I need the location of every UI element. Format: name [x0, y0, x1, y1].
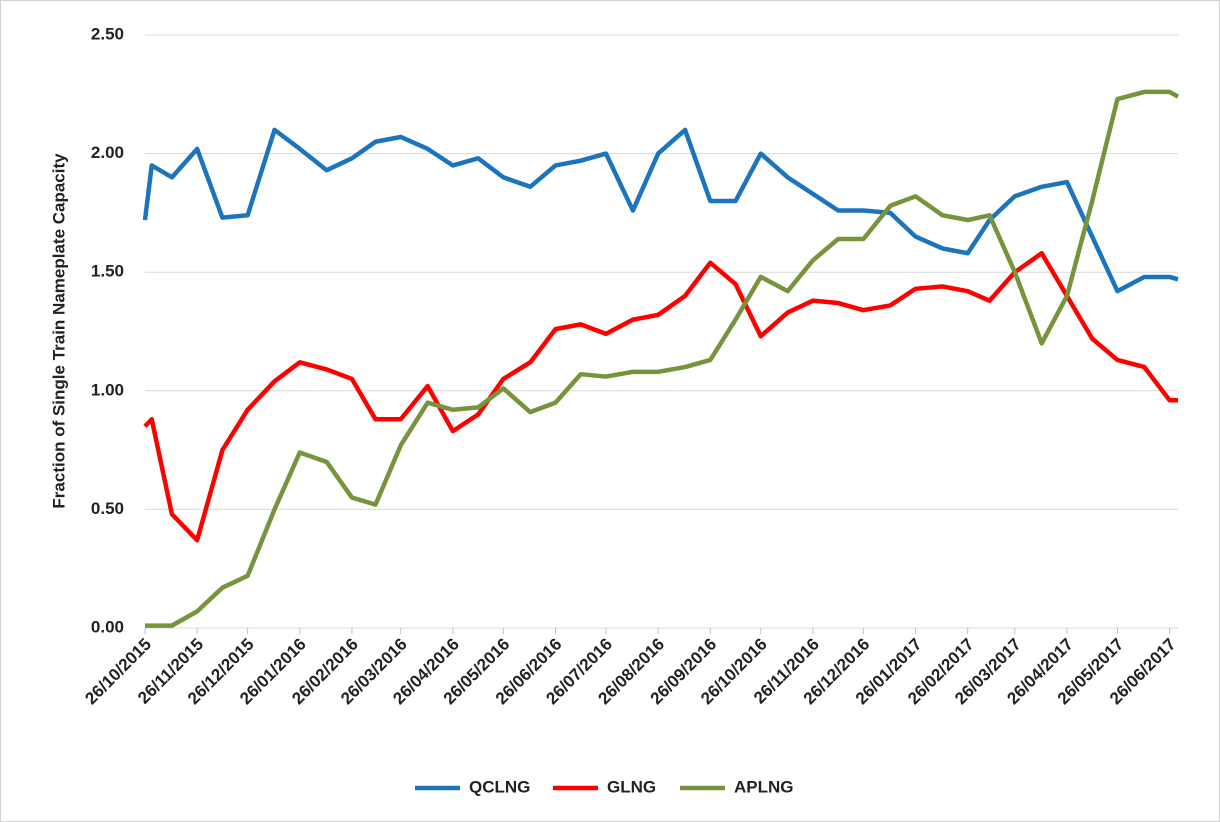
legend-label: QCLNG [469, 777, 530, 796]
legend-label: APLNG [734, 777, 794, 796]
y-tick-label: 0.00 [91, 617, 124, 636]
series-line [142, 127, 1179, 294]
y-axis-label: Fraction of Single Train Nameplate Capac… [49, 153, 68, 509]
y-tick-label: 0.50 [91, 499, 124, 518]
y-tick-label: 2.00 [91, 143, 124, 162]
y-tick-label: 1.50 [91, 262, 124, 281]
legend-label: GLNG [607, 777, 656, 796]
y-tick-label: 2.50 [91, 24, 124, 43]
y-tick-label: 1.00 [91, 380, 124, 399]
series-line [145, 89, 1180, 628]
